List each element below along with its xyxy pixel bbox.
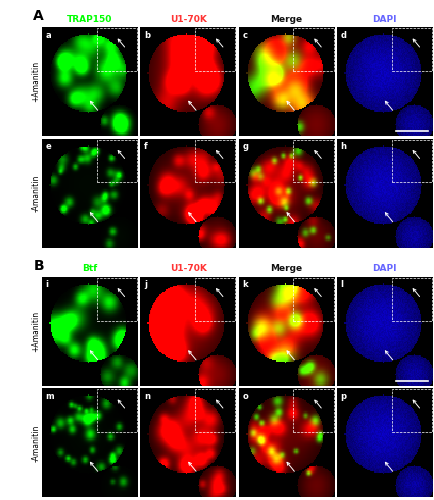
Text: j: j (144, 280, 147, 289)
Text: Merge: Merge (270, 264, 302, 274)
Text: m: m (46, 392, 54, 400)
Text: -Amanitin: -Amanitin (32, 424, 40, 462)
Bar (96, 140, 137, 182)
Bar (194, 278, 235, 320)
Bar (391, 390, 431, 432)
Text: U1-70K: U1-70K (169, 15, 206, 24)
Text: i: i (46, 280, 49, 289)
Text: d: d (340, 30, 346, 40)
Bar (391, 140, 431, 182)
Text: TRAP150: TRAP150 (67, 15, 112, 24)
Bar (293, 390, 333, 432)
Text: A: A (33, 9, 44, 23)
Text: B: B (33, 258, 44, 272)
Text: +Amanitin: +Amanitin (32, 62, 40, 102)
Text: p: p (340, 392, 346, 400)
Bar (194, 140, 235, 182)
Bar (293, 278, 333, 320)
Bar (194, 28, 235, 71)
Bar (391, 278, 431, 320)
Text: +Amanitin: +Amanitin (32, 311, 40, 352)
Text: Btf: Btf (82, 264, 97, 274)
Bar (194, 390, 235, 432)
Text: g: g (242, 142, 248, 151)
Text: f: f (144, 142, 148, 151)
Text: U1-70K: U1-70K (169, 264, 206, 274)
Text: a: a (46, 30, 51, 40)
Text: b: b (144, 30, 150, 40)
Text: DAPI: DAPI (372, 15, 396, 24)
Bar (293, 140, 333, 182)
Text: c: c (242, 30, 247, 40)
Bar (293, 28, 333, 71)
Text: -Amanitin: -Amanitin (32, 174, 40, 212)
Bar (96, 390, 137, 432)
Bar (96, 28, 137, 71)
Text: e: e (46, 142, 51, 151)
Bar (96, 278, 137, 320)
Text: n: n (144, 392, 150, 400)
Text: k: k (242, 280, 247, 289)
Text: DAPI: DAPI (372, 264, 396, 274)
Text: o: o (242, 392, 247, 400)
Text: h: h (340, 142, 346, 151)
Bar (391, 28, 431, 71)
Text: Merge: Merge (270, 15, 302, 24)
Text: l: l (340, 280, 343, 289)
